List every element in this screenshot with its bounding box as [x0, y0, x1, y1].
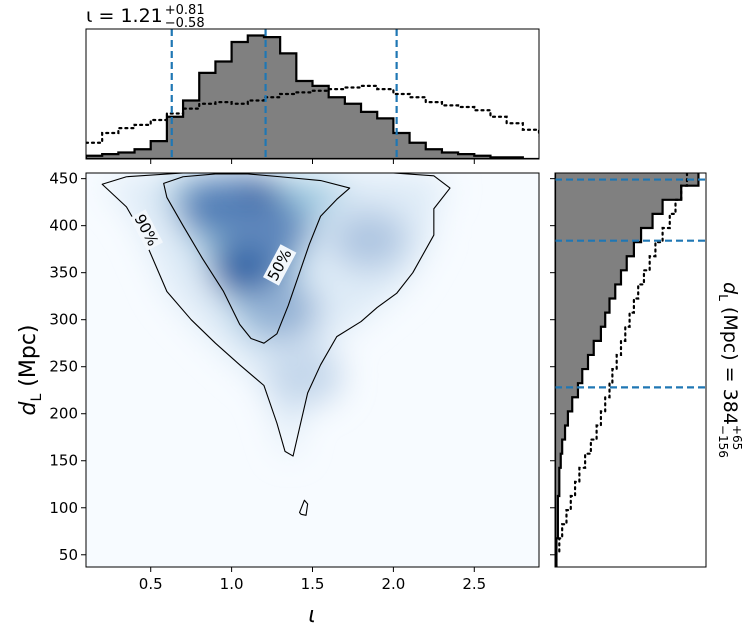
density-peak-3: [234, 200, 311, 261]
density-peak-4: [242, 280, 319, 341]
y-axis-label-subscript: L: [29, 394, 45, 402]
top-marginal-panel: ι = 1.21 +0.81 −0.58: [85, 3, 540, 164]
title-upper-error: +0.81: [165, 3, 205, 18]
credible-contours: [101, 173, 451, 516]
y-axis-label: dL (Mpc): [16, 325, 45, 416]
y-tick-label-8: 450: [49, 170, 78, 188]
density-peak-1: [177, 176, 254, 237]
density-peak-5: [331, 209, 408, 270]
title-lower-error: −0.58: [165, 16, 205, 31]
y-tick-label-5: 300: [49, 311, 78, 329]
contour-label-bg-1: [262, 244, 297, 286]
density-peak-6: [266, 346, 343, 407]
right-posterior-histogram: [555, 173, 700, 567]
right-title-value: 384: [719, 389, 741, 425]
contour-2: [299, 499, 309, 516]
x-tick-label-4: 2.5: [462, 575, 486, 593]
right-marginal-panel: dL (Mpc) = 384+65−156: [550, 172, 744, 568]
x-tick-label-3: 2.0: [381, 575, 405, 593]
x-axis-label: ι: [308, 603, 315, 628]
x-tick-label-0: 0.5: [139, 575, 163, 593]
right-title-subscript: L: [716, 294, 730, 301]
right-title-upper-error: +65: [730, 425, 744, 450]
y-tick-label-7: 400: [49, 217, 78, 235]
title-value: 1.21: [120, 5, 162, 27]
density-heatmap: [102, 173, 451, 457]
right-panel-title: dL (Mpc) = 384+65−156: [716, 282, 744, 458]
y-tick-label-1: 100: [49, 499, 78, 517]
right-title-symbol: d: [719, 282, 741, 295]
contour-1: [163, 173, 351, 344]
y-tick-label-4: 250: [49, 358, 78, 376]
top-posterior-histogram: [86, 34, 539, 159]
right-panel-frame: [554, 172, 707, 568]
y-axis-label-unit: (Mpc): [16, 325, 41, 394]
right-title-lower-error: −156: [716, 425, 730, 458]
x-tick-label-2: 1.5: [301, 575, 325, 593]
title-prefix: ι =: [86, 5, 120, 27]
right-prior-histogram: [555, 173, 689, 567]
top-panel-title: ι = 1.21: [86, 5, 163, 27]
y-axis-label-symbol: d: [16, 400, 41, 415]
y-tick-label-6: 350: [49, 264, 78, 282]
contour-label-bg-0: [129, 209, 164, 251]
y-tick-label-0: 50: [59, 546, 78, 564]
x-tick-label-1: 1.0: [220, 575, 244, 593]
top-prior-histogram: [86, 84, 539, 144]
y-tick-label-2: 150: [49, 452, 78, 470]
right-title-unit: (Mpc) =: [719, 301, 741, 389]
contour-0: [101, 173, 451, 457]
joint-panel: 90%50% 0.5 1.0 1.5 2.0 2.5 50100150200250300…: [16, 170, 540, 628]
y-tick-label-3: 200: [49, 405, 78, 423]
